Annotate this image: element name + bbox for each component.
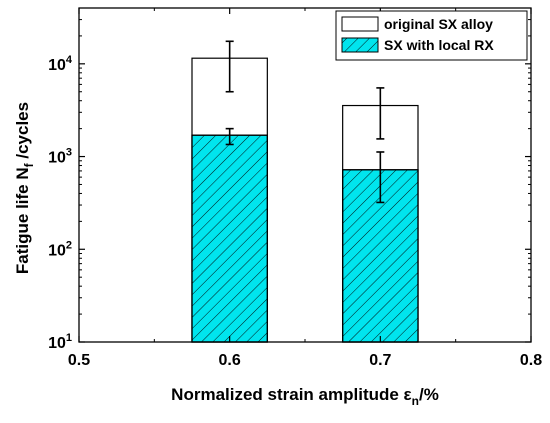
error-bars-layer	[225, 40, 385, 204]
y-tick-label-3: 104	[48, 54, 73, 74]
bar-hatch-s1-0	[191, 134, 268, 343]
y-tick-label-2: 103	[48, 147, 72, 167]
y-tick-label-0: 101	[48, 332, 72, 352]
y-axis: 101 102 103 104	[48, 7, 531, 352]
x-axis: 0.5 0.6 0.7 0.8	[68, 8, 542, 369]
y-axis-label-main: Fatigue life N	[13, 167, 32, 274]
legend-label-0: original SX alloy	[384, 16, 493, 32]
legend-swatch-0	[341, 16, 379, 32]
x-axis-label-sub: n	[412, 394, 419, 408]
y-tick-label-1: 102	[48, 239, 72, 259]
legend-swatch-hatch-1	[341, 37, 379, 53]
y-axis-label-tail: /cycles	[13, 102, 32, 163]
bars-layer	[191, 57, 419, 343]
x-tick-label-1: 0.6	[219, 352, 241, 369]
x-axis-label-tail: /%	[419, 385, 439, 404]
legend-label-1: SX with local RX	[384, 37, 494, 53]
legend: original SX alloy SX with local RX	[335, 10, 528, 61]
x-axis-label: Normalized strain amplitude εn/%	[171, 385, 439, 408]
y-axis-label-sub: f	[22, 162, 36, 167]
x-tick-label-3: 0.8	[520, 352, 542, 369]
x-tick-label-2: 0.7	[369, 352, 391, 369]
x-tick-label-0: 0.5	[68, 352, 90, 369]
y-axis-label: Fatigue life Nf /cycles	[13, 102, 36, 274]
x-axis-label-main: Normalized strain amplitude ε	[171, 385, 411, 404]
